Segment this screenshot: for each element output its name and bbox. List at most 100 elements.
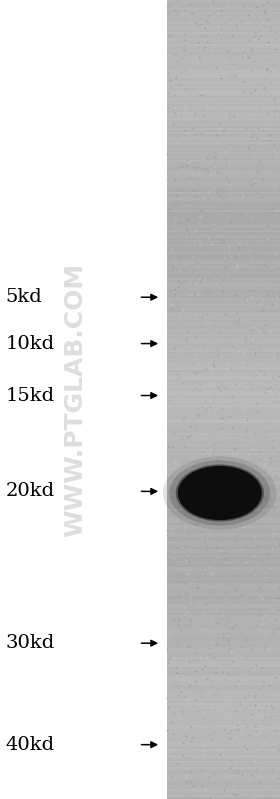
Bar	[167, 641, 280, 643]
Bar	[167, 465, 280, 467]
Bar	[167, 762, 280, 765]
Bar	[167, 545, 280, 547]
Bar	[167, 141, 280, 144]
Bar	[167, 83, 280, 86]
Bar	[167, 451, 280, 454]
Bar	[167, 14, 280, 16]
Bar	[167, 63, 280, 66]
Bar	[167, 2, 280, 4]
Bar	[167, 117, 280, 120]
Bar	[167, 209, 280, 212]
Bar	[167, 275, 280, 278]
Bar	[167, 279, 280, 282]
Bar	[167, 692, 280, 695]
Bar	[167, 564, 280, 567]
Bar	[167, 7, 280, 10]
Bar	[167, 601, 280, 603]
Bar	[167, 404, 280, 407]
Text: 30kd: 30kd	[6, 634, 55, 652]
Bar	[167, 163, 280, 166]
Bar	[167, 706, 280, 710]
Bar	[167, 235, 280, 238]
Bar	[167, 243, 280, 246]
Bar	[167, 539, 280, 542]
Bar	[167, 662, 280, 665]
Bar	[167, 265, 280, 268]
Bar	[167, 355, 280, 358]
Bar	[167, 364, 280, 368]
Bar	[167, 604, 280, 607]
Bar	[167, 572, 280, 575]
Bar	[167, 702, 280, 706]
Bar	[167, 582, 280, 585]
Bar	[167, 315, 280, 317]
Bar	[167, 690, 280, 693]
Bar	[167, 283, 280, 286]
Bar	[167, 47, 280, 50]
Bar	[167, 590, 280, 593]
Bar	[167, 644, 280, 647]
Bar	[167, 468, 280, 471]
Bar	[167, 195, 280, 198]
Bar	[167, 95, 280, 98]
Text: 5kd: 5kd	[6, 288, 42, 306]
Bar	[167, 347, 280, 350]
Bar	[167, 167, 280, 170]
Bar	[167, 301, 280, 304]
Bar	[167, 341, 280, 344]
Bar	[167, 562, 280, 566]
Bar	[167, 260, 280, 264]
Bar	[167, 428, 280, 431]
Bar	[167, 221, 280, 224]
Bar	[167, 85, 280, 88]
Bar	[167, 657, 280, 659]
Bar	[167, 638, 280, 641]
Bar	[167, 105, 280, 108]
Bar	[167, 181, 280, 184]
Bar	[167, 626, 280, 630]
Bar	[167, 372, 280, 376]
Bar	[167, 443, 280, 446]
Bar	[167, 97, 280, 100]
Bar	[167, 746, 280, 749]
Text: 10kd: 10kd	[6, 335, 55, 352]
Bar	[167, 247, 280, 249]
Bar	[167, 754, 280, 757]
Bar	[167, 34, 280, 36]
Bar	[167, 700, 280, 703]
Bar	[167, 18, 280, 20]
Bar	[167, 23, 280, 26]
Bar	[167, 225, 280, 228]
Bar	[167, 205, 280, 208]
Bar	[167, 452, 280, 455]
Bar	[167, 444, 280, 447]
Bar	[167, 139, 280, 142]
Bar	[167, 457, 280, 459]
Bar	[167, 524, 280, 527]
Bar	[167, 730, 280, 733]
Bar	[167, 431, 280, 433]
Bar	[167, 67, 280, 70]
Bar	[167, 684, 280, 687]
Bar	[167, 75, 280, 78]
Bar	[167, 397, 280, 400]
Bar	[167, 407, 280, 409]
Text: 40kd: 40kd	[6, 736, 55, 753]
Bar	[167, 309, 280, 312]
Bar	[167, 6, 280, 8]
Bar	[167, 427, 280, 430]
Text: 15kd: 15kd	[6, 387, 55, 404]
Bar	[167, 307, 280, 309]
Bar	[167, 393, 280, 396]
Bar	[167, 0, 280, 2]
Bar	[167, 642, 280, 646]
Bar	[167, 403, 280, 406]
Bar	[167, 625, 280, 627]
Bar	[167, 716, 280, 719]
Bar	[167, 499, 280, 502]
Bar	[167, 127, 280, 129]
Bar	[167, 38, 280, 40]
Bar	[167, 479, 280, 481]
Bar	[167, 748, 280, 751]
Bar	[167, 553, 280, 555]
